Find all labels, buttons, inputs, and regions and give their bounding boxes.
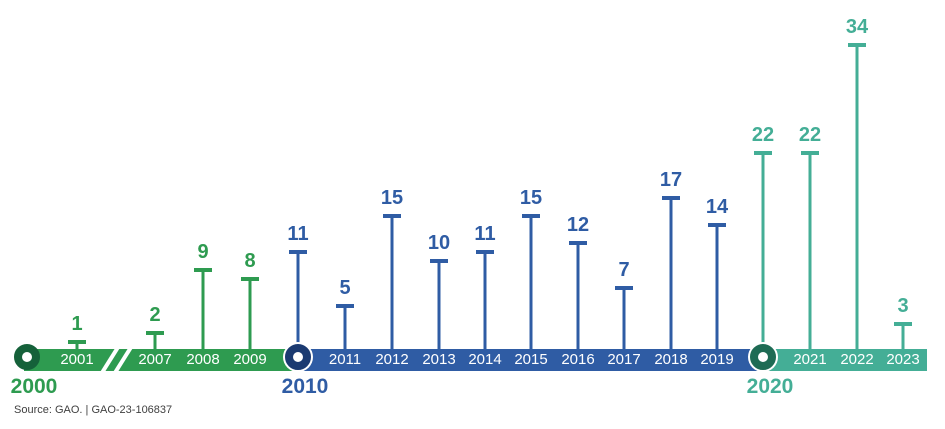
stem-2007 [153,331,157,349]
stem-2015 [529,214,533,349]
stem-2009 [248,277,252,349]
stem-2018 [669,196,673,349]
value-label-2016: 12 [566,214,590,236]
value-label-2001: 1 [71,313,83,335]
stem-2019 [715,223,719,349]
year-label-2019: 2019 [700,351,734,368]
stem-cap-2009 [241,277,259,281]
value-label-2018: 17 [659,169,683,191]
year-label-2008: 2008 [186,351,220,368]
stem-2016 [576,241,580,349]
stem-2001 [75,340,79,349]
stem-cap-2016 [569,241,587,245]
year-label-2016: 2016 [561,351,595,368]
year-label-2013: 2013 [422,351,456,368]
stem-cap-2021 [801,151,819,155]
decade-label-2000: 2000 [10,375,58,398]
year-label-2012: 2012 [375,351,409,368]
stem-cap-2008 [194,268,212,272]
year-label-2014: 2014 [468,351,502,368]
year-label-2007: 2007 [138,351,172,368]
stem-cap-2019 [708,223,726,227]
value-label-2021: 22 [798,124,822,146]
year-label-2022: 2022 [840,351,874,368]
stem-2013 [437,259,441,349]
year-label-2011: 2011 [328,351,362,368]
stem-2021 [808,151,812,349]
value-label-2014: 11 [474,223,496,245]
stem-cap-2018 [662,196,680,200]
decade-marker-2010 [285,344,311,370]
timeline-bar-segment-2000s [24,349,298,371]
stem-cap-2011 [336,304,354,308]
stem-cap-2020 [754,151,772,155]
stem-2017 [622,286,626,349]
year-label-2023: 2023 [886,351,920,368]
decade-label-2010: 2010 [281,375,329,398]
year-label-2018: 2018 [654,351,688,368]
stem-cap-2001 [68,340,86,344]
value-label-2017: 7 [618,259,630,281]
decade-marker-2000 [14,344,40,370]
value-label-2015: 15 [519,187,543,209]
stem-2014 [483,250,487,349]
decade-marker-2020 [750,344,776,370]
stem-cap-2017 [615,286,633,290]
stem-2022 [855,43,859,349]
stem-2008 [201,268,205,349]
stem-cap-2023 [894,322,912,326]
value-label-2020: 22 [751,124,775,146]
stem-2012 [390,214,394,349]
year-label-2017: 2017 [607,351,641,368]
value-label-2012: 15 [380,187,404,209]
stem-cap-2014 [476,250,494,254]
value-label-2022: 34 [845,16,869,38]
year-label-2021: 2021 [793,351,827,368]
timeline-bar-segment-2020s [763,349,927,371]
value-label-2010: 11 [287,223,309,245]
stem-cap-2022 [848,43,866,47]
stem-cap-2010 [289,250,307,254]
value-label-2019: 14 [705,196,729,218]
value-label-2023: 3 [897,295,909,317]
stem-cap-2007 [146,331,164,335]
timeline-bar-segment-2010s [298,349,763,371]
value-label-2008: 9 [197,241,209,263]
value-label-2011: 5 [339,277,351,299]
year-label-2001: 2001 [60,351,94,368]
stem-2020 [761,151,765,349]
value-label-2009: 8 [244,250,256,272]
stem-2023 [901,322,905,349]
source-note: Source: GAO. | GAO-23-106837 [14,404,173,416]
stem-cap-2012 [383,214,401,218]
value-label-2007: 2 [149,304,161,326]
decade-label-2020: 2020 [746,375,794,398]
year-label-2015: 2015 [514,351,548,368]
stem-2010 [296,250,300,349]
value-label-2013: 10 [427,232,451,254]
stem-cap-2013 [430,259,448,263]
stem-2011 [343,304,347,349]
stem-cap-2015 [522,214,540,218]
year-label-2009: 2009 [233,351,267,368]
